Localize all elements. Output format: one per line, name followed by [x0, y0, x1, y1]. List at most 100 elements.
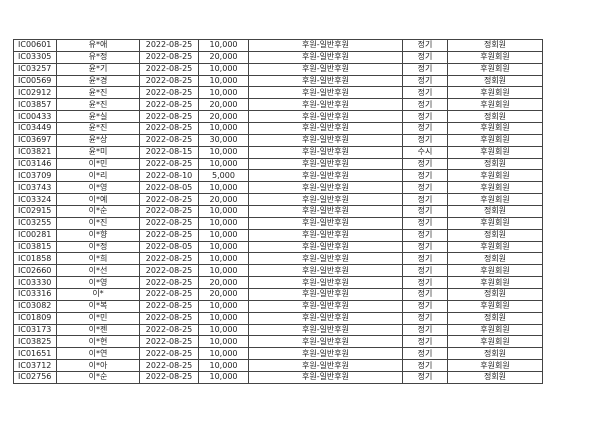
table-row: IC03257 윤*기 2022-08-25 10,000 후원-일반후원 정기 후원회원	[13, 62, 543, 76]
donation-date-cell: 2022-08-25	[139, 110, 199, 124]
member-id-cell: IC03324	[13, 193, 57, 207]
member-name-cell: 윤*실	[56, 110, 140, 124]
donation-type-cell: 후원-일반후원	[248, 311, 403, 325]
table-row: IC01809 이*민 2022-08-25 10,000 후원-일반후원 정기 정회원	[13, 311, 543, 325]
member-type-cell: 정회원	[447, 157, 543, 171]
donation-type-cell: 후원-일반후원	[248, 264, 403, 278]
donation-date-cell: 2022-08-25	[139, 276, 199, 290]
member-type-cell: 후원회원	[447, 335, 543, 349]
donation-type-cell: 후원-일반후원	[248, 347, 403, 361]
member-id-cell: IC03330	[13, 276, 57, 290]
amount-cell: 20,000	[198, 276, 249, 290]
frequency-cell: 정기	[402, 264, 448, 278]
member-type-cell: 후원회원	[447, 145, 543, 159]
member-name-cell: 이*젠	[56, 323, 140, 337]
table-row: IC02660 이*선 2022-08-25 10,000 후원-일반후원 정기 후원회원	[13, 264, 543, 278]
frequency-cell: 정기	[402, 110, 448, 124]
donation-date-cell: 2022-08-25	[139, 50, 199, 64]
member-type-cell: 후원회원	[447, 98, 543, 112]
amount-cell: 20,000	[198, 98, 249, 112]
member-name-cell: 이*희	[56, 252, 140, 266]
donation-date-cell: 2022-08-25	[139, 39, 199, 52]
table-row: IC02915 이*순 2022-08-25 10,000 후원-일반후원 정기 정회원	[13, 205, 543, 218]
donation-type-cell: 후원-일반후원	[248, 252, 403, 266]
member-type-cell: 정회원	[447, 110, 543, 124]
donation-type-cell: 후원-일반후원	[248, 240, 403, 254]
frequency-cell: 정기	[402, 299, 448, 313]
frequency-cell: 정기	[402, 50, 448, 64]
member-name-cell: 윤*경	[56, 74, 140, 88]
frequency-cell: 정기	[402, 86, 448, 100]
donation-type-cell: 후원-일반후원	[248, 228, 403, 242]
amount-cell: 30,000	[198, 133, 249, 147]
member-type-cell: 후원회원	[447, 276, 543, 290]
amount-cell: 10,000	[198, 335, 249, 349]
donation-type-cell: 후원-일반후원	[248, 86, 403, 100]
member-id-cell: IC00433	[13, 110, 57, 124]
amount-cell: 10,000	[198, 86, 249, 100]
donation-type-cell: 후원-일반후원	[248, 50, 403, 64]
frequency-cell: 정기	[402, 62, 448, 76]
table-row: IC02912 윤*진 2022-08-25 10,000 후원-일반후원 정기 후원회원	[13, 86, 543, 100]
member-type-cell: 후원회원	[447, 181, 543, 195]
member-id-cell: IC03305	[13, 50, 57, 64]
donation-type-cell: 후원-일반후원	[248, 62, 403, 76]
member-id-cell: IC03316	[13, 288, 57, 301]
donation-date-cell: 2022-08-25	[139, 193, 199, 207]
member-name-cell: 이*순	[56, 371, 140, 384]
donation-type-cell: 후원-일반후원	[248, 299, 403, 313]
amount-cell: 10,000	[198, 62, 249, 76]
donation-type-cell: 후원-일반후원	[248, 323, 403, 337]
table-row: IC02756 이*순 2022-08-25 10,000 후원-일반후원 정기 정회원	[13, 371, 543, 384]
member-type-cell: 정회원	[447, 74, 543, 88]
member-name-cell: 이*민	[56, 157, 140, 171]
member-type-cell: 후원회원	[447, 359, 543, 373]
member-id-cell: IC03857	[13, 98, 57, 112]
donation-date-cell: 2022-08-25	[139, 157, 199, 171]
frequency-cell: 정기	[402, 181, 448, 195]
donation-date-cell: 2022-08-05	[139, 181, 199, 195]
frequency-cell: 정기	[402, 252, 448, 266]
member-type-cell: 후원회원	[447, 216, 543, 230]
donation-date-cell: 2022-08-25	[139, 216, 199, 230]
member-name-cell: 이*선	[56, 264, 140, 278]
frequency-cell: 정기	[402, 122, 448, 135]
table-row: IC03255 이*진 2022-08-25 10,000 후원-일반후원 정기 후원회원	[13, 216, 543, 230]
member-id-cell: IC01651	[13, 347, 57, 361]
member-id-cell: IC03743	[13, 181, 57, 195]
donation-date-cell: 2022-08-25	[139, 359, 199, 373]
amount-cell: 10,000	[198, 299, 249, 313]
donation-type-cell: 후원-일반후원	[248, 133, 403, 147]
member-name-cell: 윤*미	[56, 145, 140, 159]
member-name-cell: 유*애	[56, 39, 140, 52]
member-id-cell: IC03146	[13, 157, 57, 171]
table-body: IC00601 유*애 2022-08-25 10,000 후원-일반후원 정기 정회원 IC…	[13, 39, 543, 384]
amount-cell: 10,000	[198, 228, 249, 242]
member-id-cell: IC03173	[13, 323, 57, 337]
member-id-cell: IC03712	[13, 359, 57, 373]
member-type-cell: 후원회원	[447, 299, 543, 313]
member-type-cell: 정회원	[447, 39, 543, 52]
member-name-cell: 윤*상	[56, 133, 140, 147]
member-id-cell: IC03257	[13, 62, 57, 76]
donation-date-cell: 2022-08-25	[139, 205, 199, 218]
member-id-cell: IC03815	[13, 240, 57, 254]
table-row: IC03712 이*아 2022-08-25 10,000 후원-일반후원 정기 후원회원	[13, 359, 543, 373]
member-id-cell: IC02660	[13, 264, 57, 278]
donation-date-cell: 2022-08-10	[139, 169, 199, 183]
amount-cell: 10,000	[198, 252, 249, 266]
member-id-cell: IC02756	[13, 371, 57, 384]
member-type-cell: 후원회원	[447, 169, 543, 183]
member-name-cell: 이*복	[56, 299, 140, 313]
table-row: IC03146 이*민 2022-08-25 10,000 후원-일반후원 정기 정회원	[13, 157, 543, 171]
donation-date-cell: 2022-08-25	[139, 288, 199, 301]
donation-type-cell: 후원-일반후원	[248, 74, 403, 88]
member-type-cell: 후원회원	[447, 62, 543, 76]
donation-type-cell: 후원-일반후원	[248, 145, 403, 159]
frequency-cell: 정기	[402, 347, 448, 361]
frequency-cell: 정기	[402, 193, 448, 207]
member-name-cell: 이*아	[56, 359, 140, 373]
donation-date-cell: 2022-08-25	[139, 252, 199, 266]
frequency-cell: 정기	[402, 205, 448, 218]
member-name-cell: 유*정	[56, 50, 140, 64]
